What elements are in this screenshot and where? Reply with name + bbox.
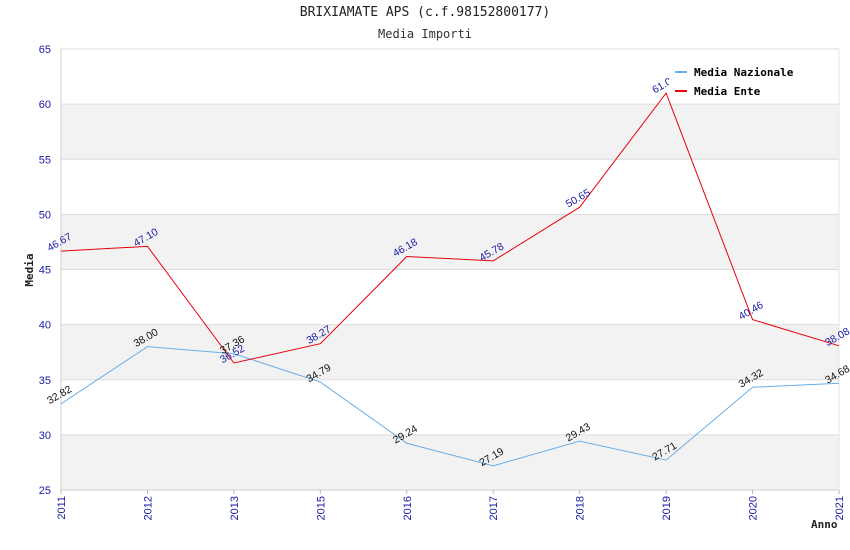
axes: 25 30 35 40 45 50 55 60 65 2011 2012 2013 2015 2016 20… <box>39 44 846 520</box>
x-tick-label: 2013 <box>229 496 241 520</box>
y-tick-label: 55 <box>39 154 51 166</box>
plot-band <box>61 324 839 380</box>
legend-entry: Media Ente <box>694 85 761 98</box>
series-lines <box>60 92 840 467</box>
plot-band <box>61 214 839 270</box>
x-tick-label: 2021 <box>834 496 846 520</box>
x-tick-label: 2015 <box>315 496 327 520</box>
legend-box <box>669 60 809 100</box>
x-tick-label: 2011 <box>56 496 68 520</box>
plot-band <box>61 434 839 490</box>
plot-band <box>61 269 839 325</box>
y-tick-label: 25 <box>39 485 51 497</box>
plot-band <box>61 104 839 160</box>
y-tick-label: 45 <box>39 265 51 277</box>
y-tick-label: 65 <box>39 44 51 56</box>
x-tick-label: 2012 <box>142 496 154 520</box>
legend-entry: Media Nazionale <box>694 66 794 79</box>
x-tick-label: 2020 <box>748 496 760 520</box>
y-axis-label: Media <box>23 253 36 286</box>
legend: Media Nazionale Media Ente <box>669 60 809 100</box>
plot-band <box>61 379 839 435</box>
x-tick-label: 2019 <box>661 496 673 520</box>
chart-title: BRIXIAMATE APS (c.f.98152800177) <box>299 5 551 20</box>
y-tick-label: 35 <box>39 375 51 387</box>
x-tick-label: 2017 <box>488 496 500 520</box>
x-tick-label: 2018 <box>575 496 587 520</box>
grid-lines <box>61 48 839 491</box>
series-line-media-nazionale <box>60 346 840 467</box>
series-line-media-ente <box>60 92 840 364</box>
chart-subtitle: Media Importi <box>378 27 472 41</box>
y-tick-label: 50 <box>39 209 51 221</box>
x-tick-label: 2016 <box>402 496 414 520</box>
y-tick-label: 60 <box>39 99 51 111</box>
x-axis-label: Anno <box>811 518 838 531</box>
y-tick-label: 40 <box>39 320 51 332</box>
plot-band <box>61 159 839 215</box>
plot-bands <box>61 49 839 490</box>
y-tick-label: 30 <box>39 430 51 442</box>
